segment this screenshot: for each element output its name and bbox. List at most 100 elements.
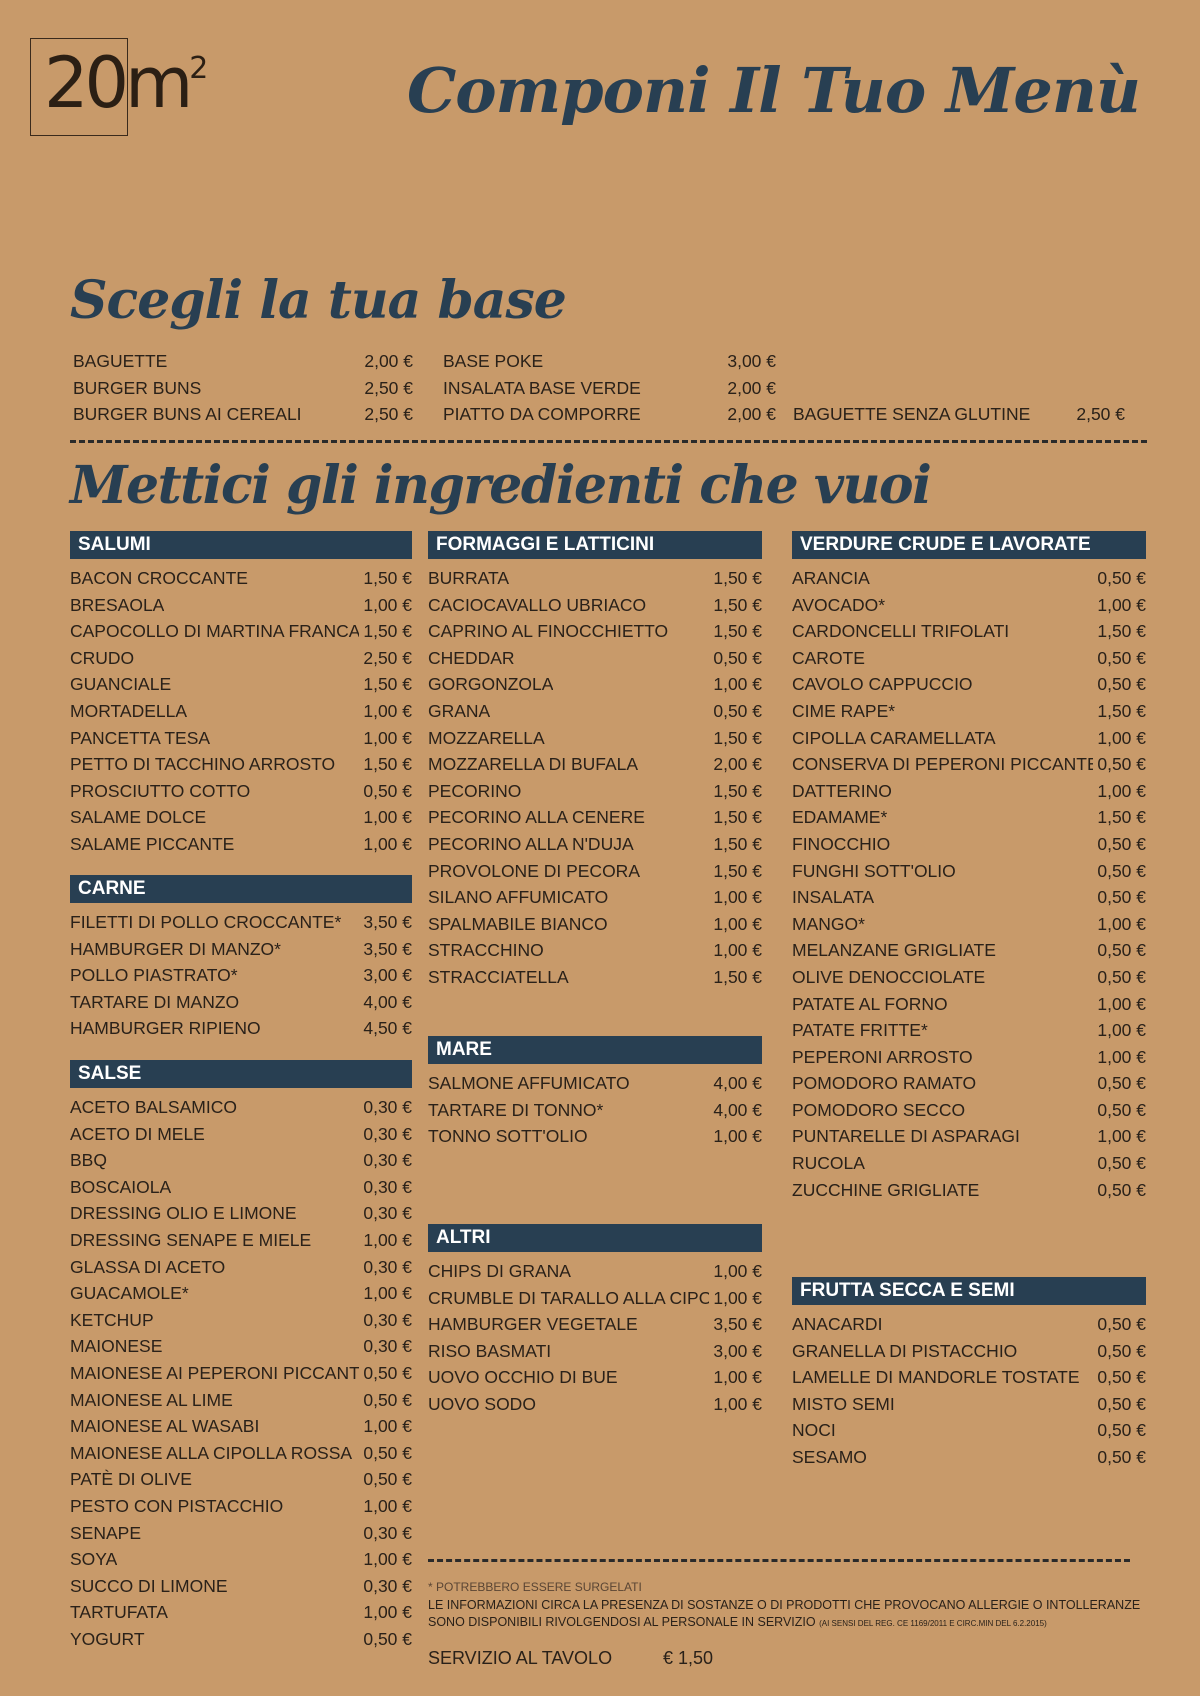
menu-item: PECORINO 1,50 € [428,778,762,805]
item-price: 1,00 € [713,1393,762,1414]
item-name: CIPOLLA CARAMELLATA [792,727,996,748]
item-name: CAPOCOLLO DI MARTINA FRANCA [70,621,360,642]
item-name: POMODORO SECCO [792,1099,966,1120]
menu-item: CHIPS DI GRANA 1,00 € [428,1258,762,1285]
item-price: 0,50 € [1097,1153,1146,1174]
item-price: 0,30 € [363,1309,412,1330]
item-name: BRESAOLA [70,594,165,615]
item-price: 1,00 € [363,1549,412,1570]
menu-item: SILANO AFFUMICATO 1,00 € [428,884,762,911]
item-name: PETTO DI TACCHINO ARROSTO [70,754,336,775]
menu-item: GLASSA DI ACETO 0,30 € [70,1254,412,1281]
menu-item: BURGER BUNS AI CEREALI 2,50 € [73,401,413,428]
menu-item: CONSERVA DI PEPERONI PICCANTE 0,50 € [792,751,1146,778]
menu-item: HAMBURGER RIPIENO 4,50 € [70,1015,412,1042]
menu-item: FINOCCHIO 0,50 € [792,831,1146,858]
item-price: 1,50 € [713,833,762,854]
menu-item: HAMBURGER DI MANZO* 3,50 € [70,936,412,963]
item-name: PIATTO DA COMPORRE [443,404,641,424]
item-price: 0,30 € [363,1336,412,1357]
item-price: 4,50 € [363,1018,412,1039]
item-name: NOCI [792,1420,836,1441]
item-price: 1,00 € [363,1602,412,1623]
section-title: FORMAGGI E LATTICINI [428,531,762,559]
item-name: MISTO SEMI [792,1393,895,1414]
item-list: FILETTI DI POLLO CROCCANTE* 3,50 € HAMBURG… [70,909,412,1042]
item-price: 1,00 € [713,1287,762,1308]
logo: 20m2 [44,42,209,124]
service-price: € 1,50 [663,1648,714,1668]
item-price: 1,00 € [713,940,762,961]
menu-item: MOZZARELLA 1,50 € [428,725,762,752]
menu-item: INSALATA BASE VERDE 2,00 € [443,375,776,402]
menu-item: BOSCAIOLA 0,30 € [70,1174,412,1201]
menu-item: PETTO DI TACCHINO ARROSTO 1,50 € [70,751,412,778]
menu-item: PECORINO ALLA CENERE 1,50 € [428,804,762,831]
item-name: AVOCADO* [792,594,886,615]
item-name: BOSCAIOLA [70,1176,172,1197]
item-price: 1,50 € [713,780,762,801]
item-price: 1,50 € [363,621,412,642]
menu-item: PANCETTA TESA 1,00 € [70,725,412,752]
item-price: 3,00 € [727,351,776,371]
menu-item: ACETO DI MELE 0,30 € [70,1121,412,1148]
item-price: 1,50 € [713,568,762,588]
menu-item: BACON CROCCANTE 1,50 € [70,565,412,592]
item-price: 1,50 € [713,807,762,828]
item-name: SALAME DOLCE [70,807,207,828]
item-price: 0,30 € [363,1123,412,1144]
menu-item: SESAMO 0,50 € [792,1444,1146,1471]
item-name: GRANA [428,700,491,721]
legal-reference: (AI SENSI DEL REG. CE 1169/2011 E CIRC.M… [819,1619,1047,1628]
item-name: HAMBURGER DI MANZO* [70,938,281,959]
item-name: CRUMBLE DI TARALLO ALLA CIPOLLA [428,1287,710,1308]
section-salse: SALSE ACETO BALSAMICO 0,30 € ACETO DI MELE 0… [70,1060,412,1652]
item-price: 0,50 € [1097,754,1146,775]
menu-item: CAPRINO AL FINOCCHIETTO 1,50 € [428,618,762,645]
item-price: 1,50 € [363,674,412,695]
item-name: PROSCIUTTO COTTO [70,780,251,801]
menu-item: TONNO SOTT'OLIO 1,00 € [428,1123,762,1150]
item-name: PATATE FRITTE* [792,1020,928,1041]
item-name: ZUCCHINE GRIGLIATE [792,1179,980,1200]
menu-item: GORGONZOLA 1,00 € [428,671,762,698]
item-name: SENAPE [70,1522,141,1543]
item-price: 0,50 € [363,1389,412,1410]
item-price: 1,00 € [1097,993,1146,1014]
item-price: 0,50 € [1097,887,1146,908]
menu-item: MAIONESE ALLA CIPOLLA ROSSA 0,50 € [70,1440,412,1467]
menu-item: MOZZARELLA DI BUFALA 2,00 € [428,751,762,778]
item-name: PANCETTA TESA [70,727,211,748]
item-price: 0,50 € [1097,1099,1146,1120]
item-price: 1,50 € [1097,807,1146,828]
item-name: UOVO SODO [428,1393,536,1414]
menu-item: EDAMAME* 1,50 € [792,804,1146,831]
item-name: PATATE AL FORNO [792,993,948,1014]
menu-item: GRANA 0,50 € [428,698,762,725]
item-price: 1,50 € [363,754,412,775]
base-column-1: BAGUETTE 2,00 € BURGER BUNS 2,50 € BURGER BU… [73,348,413,428]
item-name: CAVOLO CAPPUCCIO [792,674,973,695]
item-name: ACETO BALSAMICO [70,1097,237,1117]
item-name: GLASSA DI ACETO [70,1256,226,1277]
item-price: 0,30 € [363,1150,412,1171]
menu-item: CHEDDAR 0,50 € [428,645,762,672]
menu-item: DRESSING SENAPE E MIELE 1,00 € [70,1227,412,1254]
item-name: HAMBURGER RIPIENO [70,1018,261,1039]
item-price: 3,00 € [713,1340,762,1361]
divider-dashed [70,440,1147,443]
item-name: PROVOLONE DI PECORA [428,860,640,881]
menu-item: CRUMBLE DI TARALLO ALLA CIPOLLA1,00 € [428,1285,762,1312]
menu-item: BBQ 0,30 € [70,1147,412,1174]
item-price: 0,50 € [1097,1420,1146,1441]
item-price: 1,00 € [363,833,412,854]
menu-item: PESTO CON PISTACCHIO 1,00 € [70,1493,412,1520]
item-name: ACETO DI MELE [70,1123,205,1144]
item-name: CACIOCAVALLO UBRIACO [428,594,647,615]
base-heading: Scegli la tua base [70,270,567,331]
item-name: CIME RAPE* [792,700,896,721]
item-price: 2,50 € [363,647,412,668]
menu-item: BURRATA 1,50 € [428,565,762,592]
menu-item: TARTARE DI MANZO 4,00 € [70,989,412,1016]
menu-item: CRUDO 2,50 € [70,645,412,672]
